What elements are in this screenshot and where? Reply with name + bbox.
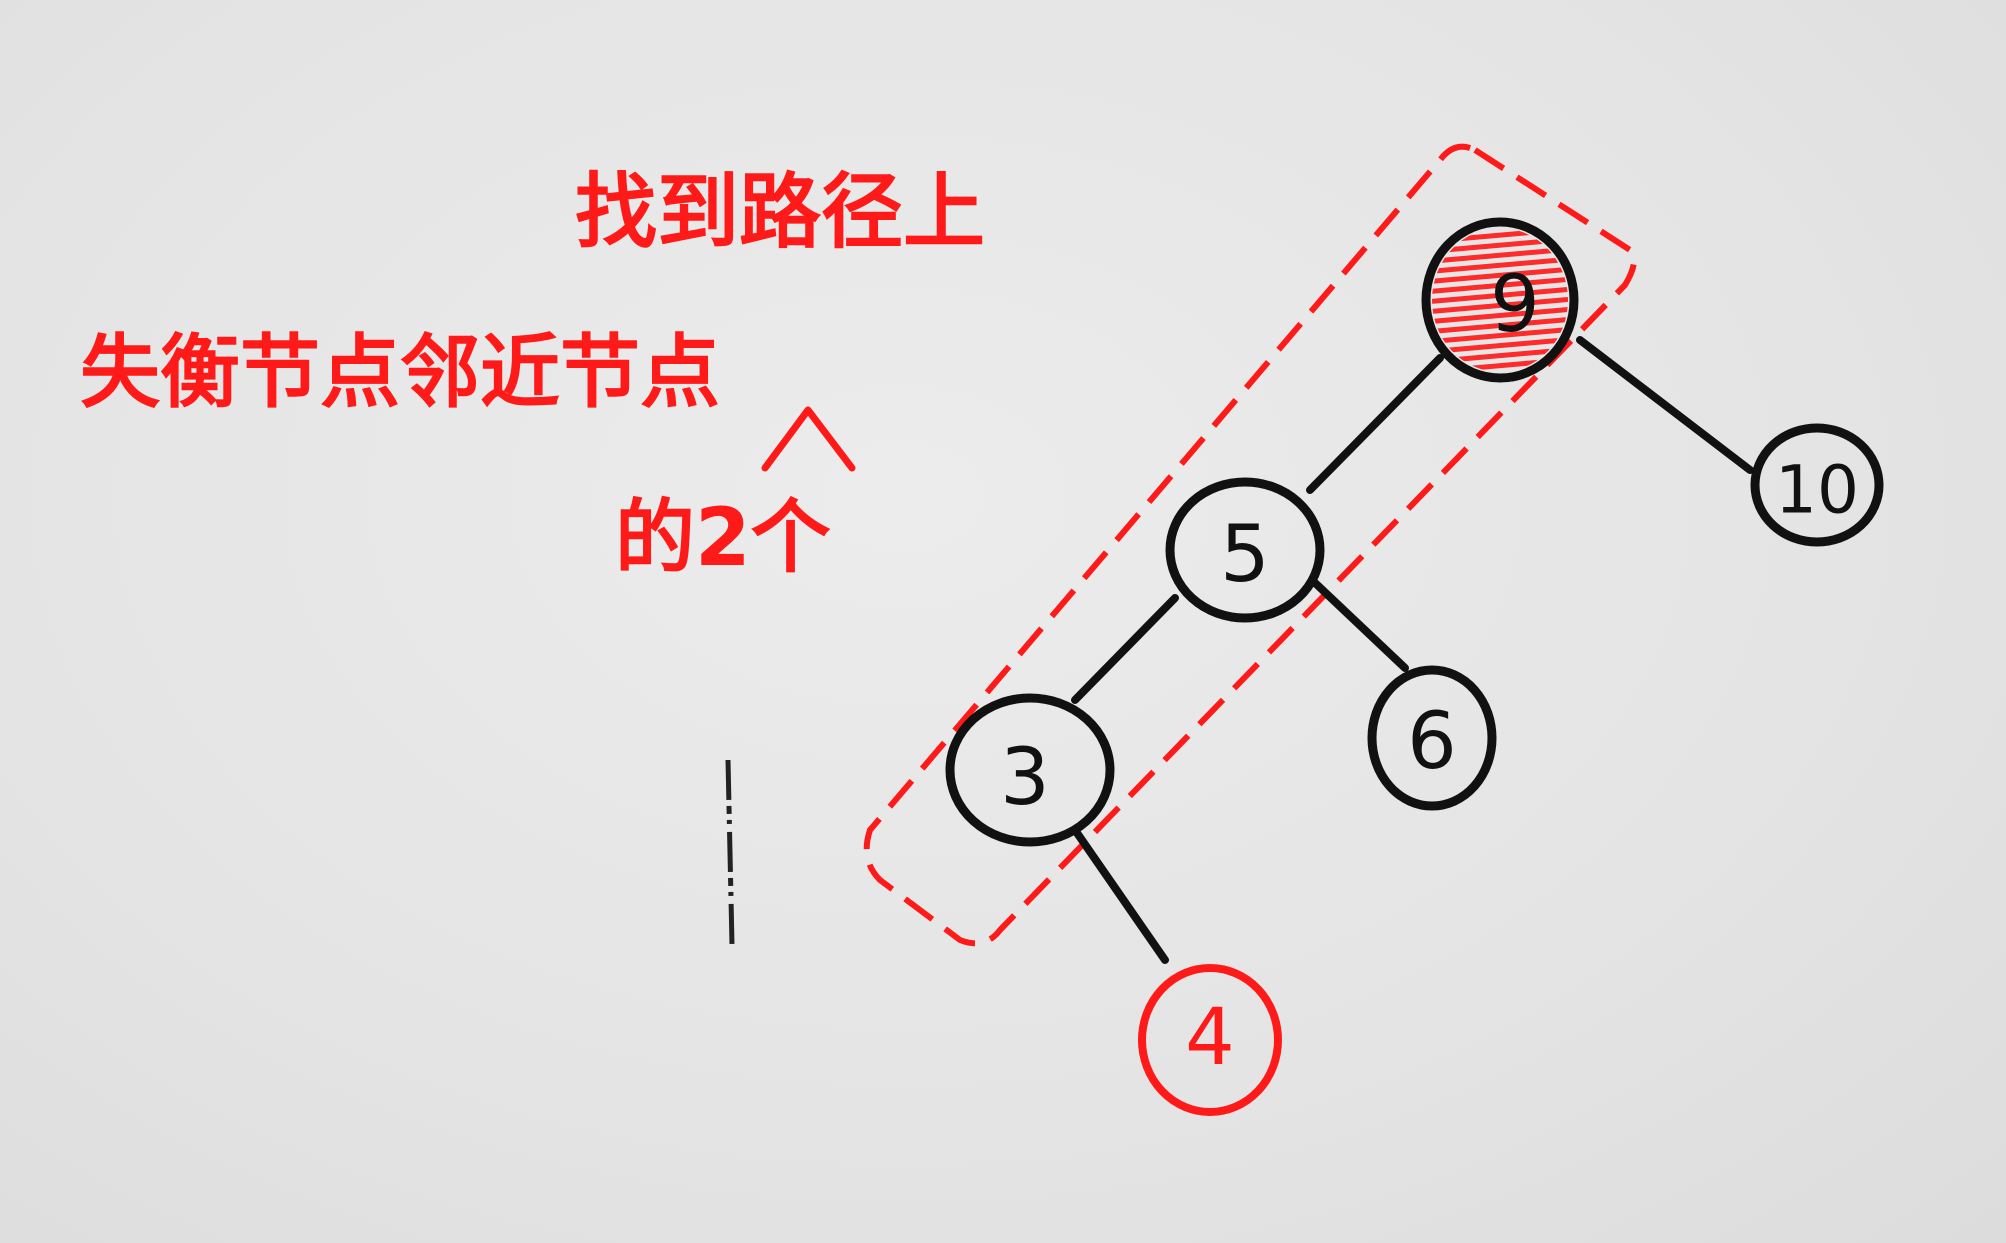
tree-node-9: 9 bbox=[1421, 217, 1579, 383]
tree-node-6: 6 bbox=[1367, 665, 1497, 811]
tree-node-3: 3 bbox=[945, 693, 1115, 847]
edge-5-6 bbox=[1308, 576, 1409, 672]
stray-pen-mark bbox=[725, 759, 735, 946]
annotation: 找到路径上 失衡节点邻近节点 的2个 bbox=[80, 165, 985, 584]
edge-9-5 bbox=[1306, 354, 1444, 494]
path-highlight-box bbox=[863, 143, 1637, 947]
node-label: 9 bbox=[1490, 260, 1540, 350]
tree-node-10: 10 bbox=[1750, 423, 1884, 547]
node-label: 10 bbox=[1775, 452, 1859, 529]
edge-9-10 bbox=[1576, 336, 1754, 474]
node-label: 4 bbox=[1185, 993, 1235, 1083]
node-label: 6 bbox=[1407, 697, 1457, 787]
annotation-line-3: 的2个 bbox=[615, 491, 831, 584]
node-label: 3 bbox=[1000, 733, 1050, 823]
edge-5-3 bbox=[1071, 594, 1179, 704]
edge-3-4 bbox=[1071, 826, 1169, 964]
tree-edges bbox=[1071, 336, 1754, 964]
caret-insert-icon bbox=[761, 406, 856, 472]
tree-node-4: 4 bbox=[1138, 964, 1282, 1116]
node-label: 5 bbox=[1220, 510, 1270, 600]
annotation-line-1: 找到路径上 bbox=[575, 165, 985, 260]
tree-node-5: 5 bbox=[1165, 477, 1325, 623]
annotation-line-2: 失衡节点邻近节点 bbox=[80, 326, 720, 419]
